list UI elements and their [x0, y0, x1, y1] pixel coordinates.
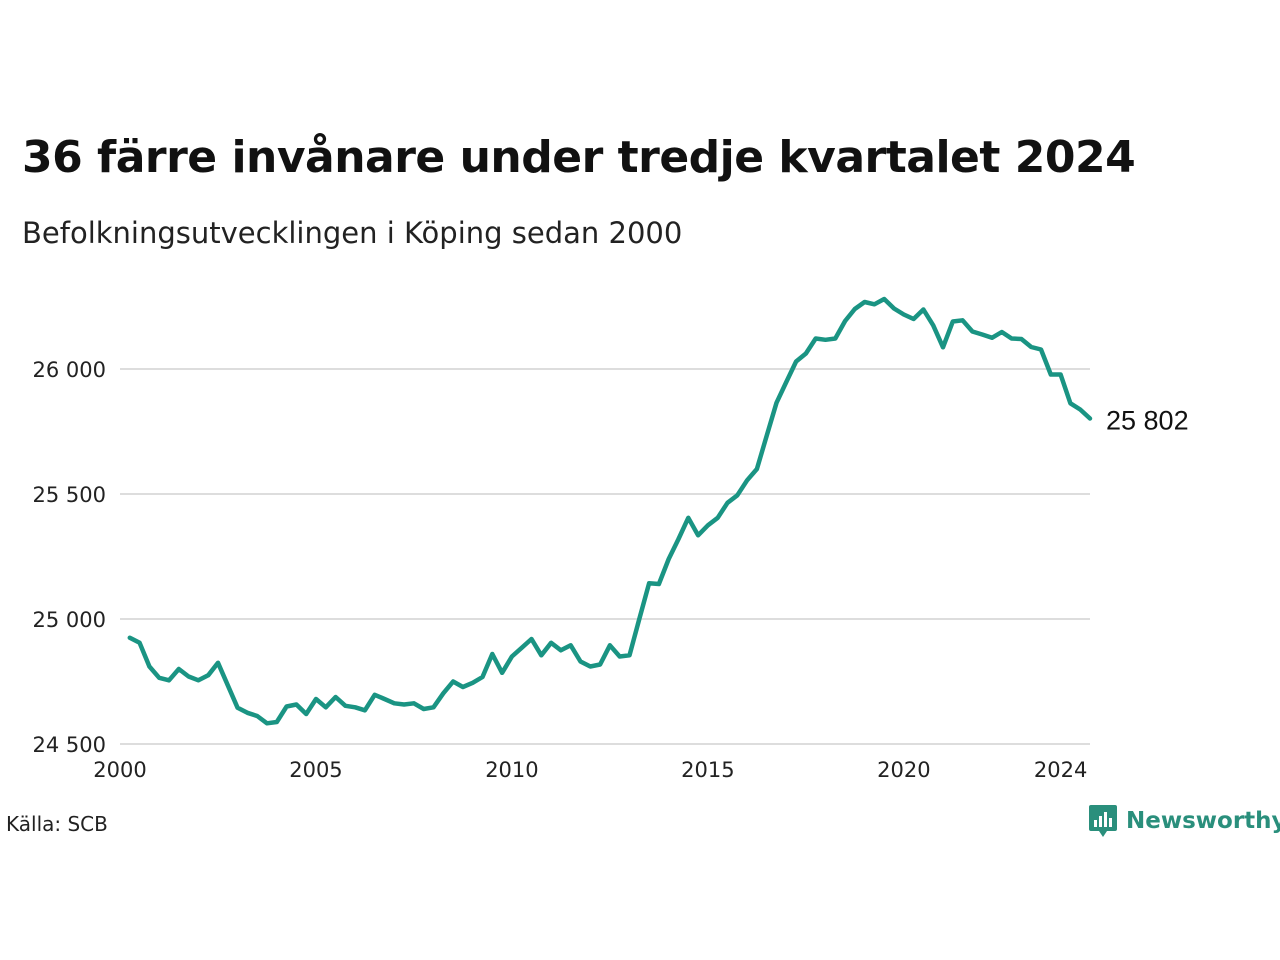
newsworthy-logo-icon	[1089, 805, 1117, 837]
chart-title: 36 färre invånare under tredje kvartalet…	[22, 132, 1136, 183]
end-value-label: 25 802	[1106, 406, 1189, 436]
x-tick-label: 2024	[1034, 758, 1087, 782]
y-tick-label: 25 000	[33, 608, 106, 632]
x-tick-label: 2000	[93, 758, 146, 782]
y-tick-label: 26 000	[33, 358, 106, 382]
x-tick-label: 2005	[289, 758, 342, 782]
x-tick-label: 2015	[681, 758, 734, 782]
y-tick-label: 25 500	[33, 483, 106, 507]
chart-subtitle: Befolkningsutvecklingen i Köping sedan 2…	[22, 216, 683, 250]
brand-logo[interactable]: Newsworthy	[1088, 804, 1280, 838]
y-tick-label: 24 500	[33, 733, 106, 757]
gridlines	[120, 368, 1090, 745]
series-line-0	[127, 296, 1093, 726]
source-note: Källa: SCB	[6, 812, 108, 836]
x-axis-labels: 2000 2005 2010 2015 2020 2024	[93, 758, 1087, 782]
brand-name: Newsworthy	[1126, 808, 1280, 834]
y-axis-labels: 24 500 25 000 25 500 26 000	[33, 358, 106, 757]
x-tick-label: 2010	[485, 758, 538, 782]
x-tick-label: 2020	[877, 758, 930, 782]
annotations: 25 802	[1106, 406, 1189, 436]
series	[127, 296, 1093, 726]
